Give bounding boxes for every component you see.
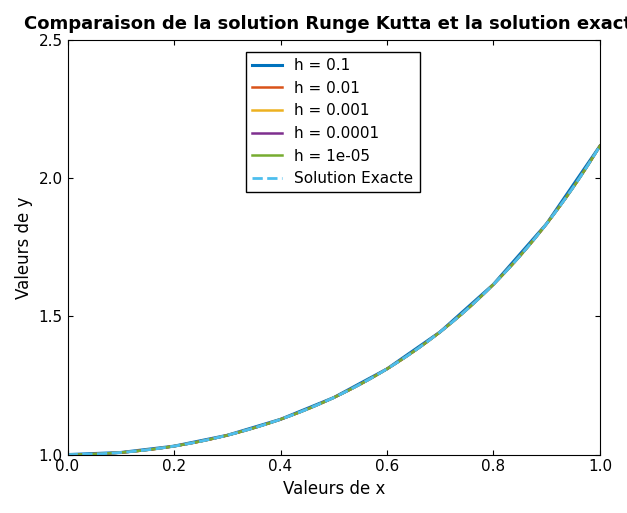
Line: h = 0.1: h = 0.1 xyxy=(68,146,600,455)
X-axis label: Valeurs de x: Valeurs de x xyxy=(283,480,385,498)
Line: h = 1e-05: h = 1e-05 xyxy=(68,146,600,455)
h = 1e-05 xyxy=(64,451,71,458)
h = 0.01 xyxy=(383,366,391,372)
Y-axis label: Valeurs de y: Valeurs de y xyxy=(15,196,33,299)
Solution Exacte xyxy=(410,348,418,354)
h = 0.1 xyxy=(117,449,125,456)
h = 0.0001 xyxy=(424,338,431,344)
h = 0.01 xyxy=(64,451,71,458)
h = 0.1 xyxy=(596,143,604,149)
h = 0.0001 xyxy=(374,371,382,377)
Line: h = 0.001: h = 0.001 xyxy=(68,146,600,455)
h = 0.1 xyxy=(383,366,391,372)
h = 0.001 xyxy=(64,451,71,458)
h = 0.0001 xyxy=(571,183,578,189)
h = 0.0001 xyxy=(596,143,604,149)
h = 0.001 xyxy=(534,231,542,238)
h = 1e-05 xyxy=(552,208,560,214)
h = 0.01 xyxy=(101,450,108,457)
Solution Exacte xyxy=(64,451,71,458)
h = 0.01 xyxy=(436,329,444,335)
h = 0.001 xyxy=(97,451,104,457)
h = 0.001 xyxy=(570,183,577,189)
h = 1e-05 xyxy=(364,377,371,383)
h = 1e-05 xyxy=(216,434,224,440)
h = 0.1 xyxy=(277,416,284,422)
h = 0.0001 xyxy=(119,449,126,456)
h = 0.1 xyxy=(171,443,178,449)
h = 0.001 xyxy=(596,143,604,149)
Solution Exacte xyxy=(161,445,168,451)
h = 0.0001 xyxy=(64,451,71,458)
h = 0.1 xyxy=(330,394,337,401)
h = 0.001 xyxy=(478,292,486,299)
Line: h = 0.01: h = 0.01 xyxy=(68,146,600,455)
h = 0.1 xyxy=(223,432,231,439)
Title: Comparaison de la solution Runge Kutta et la solution exacte: Comparaison de la solution Runge Kutta e… xyxy=(24,15,627,33)
h = 0.01 xyxy=(596,143,604,149)
Line: h = 0.0001: h = 0.0001 xyxy=(68,146,600,455)
h = 0.1 xyxy=(64,451,71,458)
Solution Exacte xyxy=(596,143,604,149)
Solution Exacte xyxy=(502,269,509,275)
h = 0.0001 xyxy=(168,443,176,449)
Solution Exacte xyxy=(461,308,468,314)
h = 1e-05 xyxy=(121,449,129,455)
h = 0.001 xyxy=(498,272,506,279)
h = 0.1 xyxy=(543,221,551,227)
h = 0.1 xyxy=(490,281,497,287)
h = 1e-05 xyxy=(276,417,283,423)
h = 0.001 xyxy=(172,443,179,449)
Legend: h = 0.1, h = 0.01, h = 0.001, h = 0.0001, h = 1e-05, Solution Exacte: h = 0.1, h = 0.01, h = 0.001, h = 0.0001… xyxy=(246,52,419,192)
Line: Solution Exacte: Solution Exacte xyxy=(68,146,600,455)
h = 0.01 xyxy=(197,438,204,444)
h = 0.01 xyxy=(308,404,316,410)
h = 0.1 xyxy=(436,329,444,335)
h = 1e-05 xyxy=(596,143,604,149)
h = 1e-05 xyxy=(280,415,288,421)
h = 0.01 xyxy=(463,306,471,312)
Solution Exacte xyxy=(267,420,275,426)
Solution Exacte xyxy=(383,366,391,372)
h = 0.0001 xyxy=(431,333,438,339)
